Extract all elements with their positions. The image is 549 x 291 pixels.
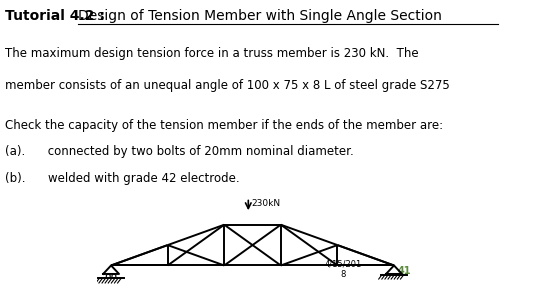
Text: 4/15/201
8: 4/15/201 8 bbox=[325, 260, 362, 279]
Text: member consists of an unequal angle of 100 x 75 x 8 L of steel grade S275: member consists of an unequal angle of 1… bbox=[5, 79, 450, 92]
Text: The maximum design tension force in a truss member is 230 kN.  The: The maximum design tension force in a tr… bbox=[5, 47, 419, 60]
Text: (a).      connected by two bolts of 20mm nominal diameter.: (a). connected by two bolts of 20mm nomi… bbox=[5, 146, 354, 159]
Text: Tutorial 4.2 :: Tutorial 4.2 : bbox=[5, 9, 110, 23]
Text: Check the capacity of the tension member if the ends of the member are:: Check the capacity of the tension member… bbox=[5, 119, 443, 132]
Text: 41: 41 bbox=[397, 267, 411, 276]
Text: 230kN: 230kN bbox=[251, 199, 281, 208]
Text: Design of Tension Member with Single Angle Section: Design of Tension Member with Single Ang… bbox=[79, 9, 442, 23]
Text: (b).      welded with grade 42 electrode.: (b). welded with grade 42 electrode. bbox=[5, 172, 240, 185]
